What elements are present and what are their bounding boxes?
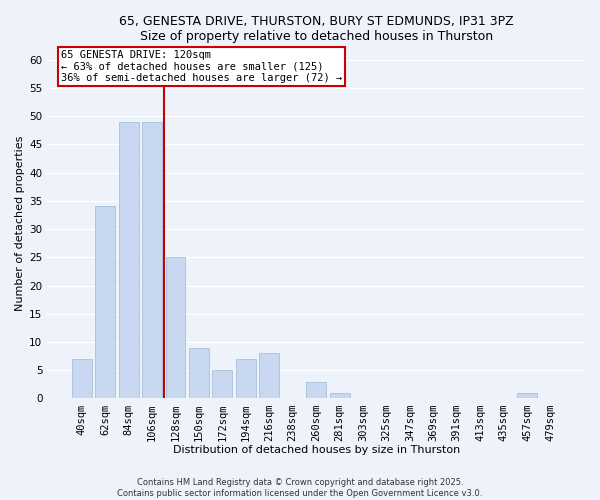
Bar (95, 206, 115, 398)
Bar (72, 359, 92, 399)
Bar (142, 122, 162, 398)
Y-axis label: Number of detached properties: Number of detached properties (15, 136, 25, 311)
X-axis label: Distribution of detached houses by size in Thurston: Distribution of detached houses by size … (173, 445, 460, 455)
Bar (166, 258, 185, 398)
Bar (119, 122, 139, 398)
Bar (189, 348, 209, 399)
Bar (259, 354, 279, 399)
Title: 65, GENESTA DRIVE, THURSTON, BURY ST EDMUNDS, IP31 3PZ
Size of property relative: 65, GENESTA DRIVE, THURSTON, BURY ST EDM… (119, 15, 514, 43)
Bar (517, 393, 537, 398)
Bar (212, 370, 232, 398)
Bar (236, 359, 256, 399)
Bar (329, 393, 350, 398)
Text: 65 GENESTA DRIVE: 120sqm
← 63% of detached houses are smaller (125)
36% of semi-: 65 GENESTA DRIVE: 120sqm ← 63% of detach… (61, 50, 342, 84)
Bar (306, 382, 326, 398)
Text: Contains HM Land Registry data © Crown copyright and database right 2025.
Contai: Contains HM Land Registry data © Crown c… (118, 478, 482, 498)
